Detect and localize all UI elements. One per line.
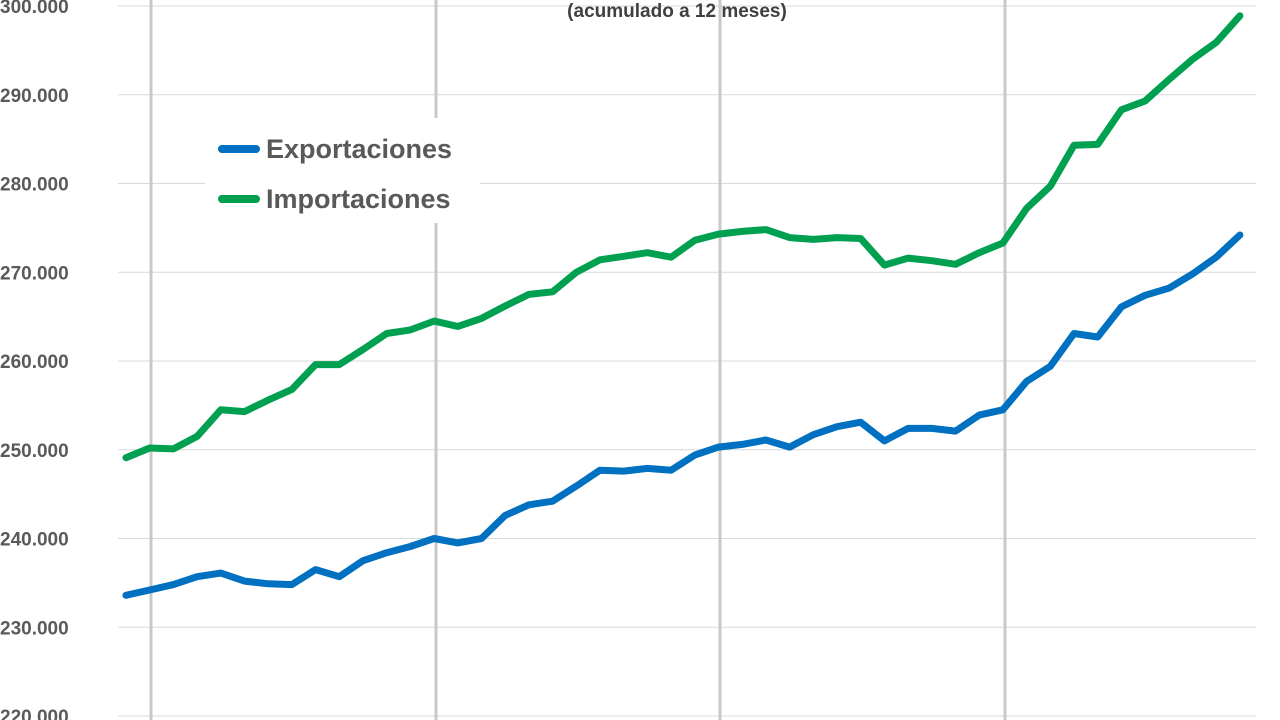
horizontal-gridlines xyxy=(118,5,1256,717)
y-tick-label-7: 290.000 xyxy=(0,86,69,107)
series-line-importaciones xyxy=(122,12,1244,462)
y-tick-label-5: 270.000 xyxy=(0,263,69,284)
vertical-gridlines xyxy=(149,0,1007,720)
legend-label-exportaciones: Exportaciones xyxy=(266,134,452,164)
series-points-importaciones xyxy=(125,15,1240,458)
legend: Exportaciones Importaciones xyxy=(205,118,480,223)
series-points-exportaciones xyxy=(125,234,1240,596)
y-tick-label-3: 250.000 xyxy=(0,441,69,462)
y-tick-label-0: 220.000 xyxy=(0,707,69,720)
legend-background xyxy=(205,118,480,223)
y-tick-label-1: 230.000 xyxy=(0,618,69,639)
y-tick-label-2: 240.000 xyxy=(0,530,69,551)
series-line-exportaciones xyxy=(122,231,1244,599)
y-axis-tick-labels: 220.000 230.000 240.000 250.000 260.000 270.0… xyxy=(0,0,69,720)
y-tick-label-6: 280.000 xyxy=(0,175,69,196)
series-lines xyxy=(122,12,1244,599)
y-tick-label-8: 300.000 xyxy=(0,0,69,18)
y-tick-label-4: 260.000 xyxy=(0,352,69,373)
chart-subtitle: (acumulado a 12 meses) xyxy=(567,1,787,22)
legend-label-importaciones: Importaciones xyxy=(266,184,451,214)
